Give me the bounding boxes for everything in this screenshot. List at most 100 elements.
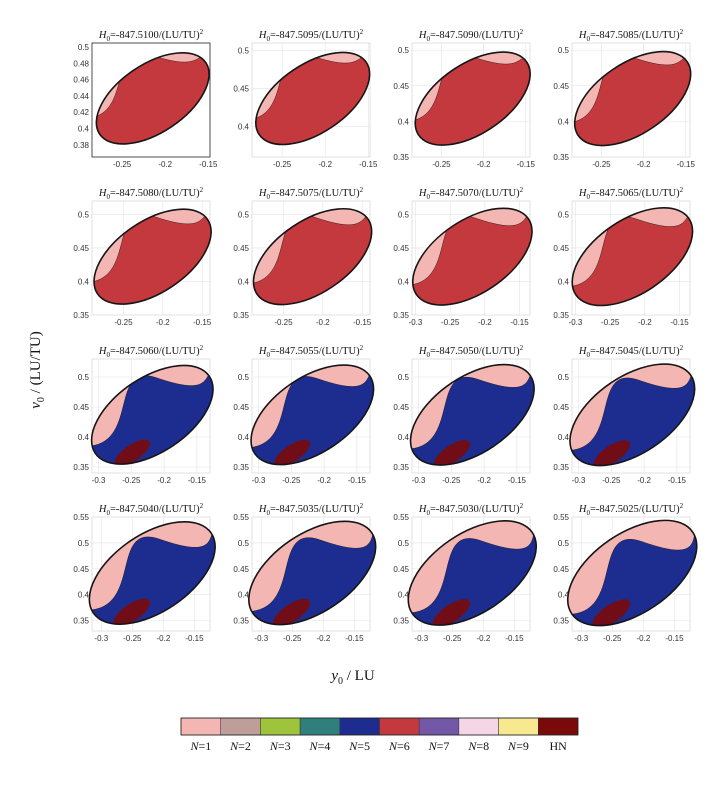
basin-lobe	[116, 280, 151, 307]
forbidden-boundary	[566, 519, 698, 627]
x-tick-label: -0.2	[316, 318, 330, 327]
legend-swatch	[260, 717, 301, 736]
basin-lobe	[432, 599, 471, 628]
x-tick-label: -0.15	[505, 634, 524, 643]
x-tick-label: -0.25	[273, 160, 292, 169]
panel-title: H0=-847.5035/(LU/TU)2	[258, 502, 364, 517]
x-tick-label: -0.15	[188, 476, 207, 485]
panel-8: -0.3 -0.25 -0.2 -0.15 0.35 0.4 0.45 0.5 H0=-847.…	[553, 186, 706, 327]
x-tick-label: -0.2	[157, 476, 171, 485]
y-tick-label: 0.35	[393, 463, 409, 472]
y-tick-label: 0.55	[233, 513, 249, 522]
x-tick-label: -0.25	[443, 634, 462, 643]
y-tick-label: 0.4	[398, 117, 410, 126]
y-tick-label: 0.4	[78, 277, 90, 286]
x-tick-label: -0.3	[94, 634, 108, 643]
x-tick-label: -0.25	[274, 318, 293, 327]
forbidden-boundary	[255, 51, 371, 146]
panel-title: H0=-847.5090/(LU/TU)2	[418, 28, 524, 43]
y-tick-label: 0.35	[393, 153, 409, 162]
x-tick-label: -0.3	[412, 476, 426, 485]
y-tick-label: 0.45	[553, 403, 569, 412]
y-tick-label: 0.45	[233, 85, 249, 94]
y-tick-label: 0.4	[78, 591, 90, 600]
y-tick-label: 0.45	[233, 403, 249, 412]
y-tick-label: 0.4	[78, 433, 90, 442]
y-tick-label: 0.5	[78, 539, 90, 548]
y-tick-label: 0.35	[73, 311, 89, 320]
y-tick-label: 0.4	[558, 433, 570, 442]
x-axis-label: y0 / LU	[329, 668, 375, 687]
y-tick-label: 0.45	[393, 82, 409, 91]
panel-title: H0=-847.5075/(LU/TU)2	[258, 186, 364, 201]
panel-7: -0.3 -0.25 -0.2 -0.15 0.35 0.4 0.45 0.5 H0=-847.…	[393, 186, 549, 327]
y-tick-label: 0.45	[73, 403, 89, 412]
x-tick-label: -0.15	[510, 318, 529, 327]
y-tick-label: 0.35	[233, 617, 249, 626]
panel-2: -0.25 -0.2 -0.15 0.4 0.45 0.5 H0=-847.5095/(LU…	[233, 28, 386, 169]
forbidden-boundary	[252, 207, 373, 306]
y-tick-label: 0.4	[238, 123, 250, 132]
x-tick-label: -0.3	[254, 634, 268, 643]
legend-label: N=5	[348, 739, 370, 753]
x-tick-label: -0.3	[92, 476, 106, 485]
panel-title: H0=-847.5070/(LU/TU)2	[418, 186, 524, 201]
x-axis-unit: / LU	[343, 668, 375, 684]
x-tick-label: -0.25	[123, 634, 142, 643]
x-tick-label: -0.25	[283, 634, 302, 643]
basin-lobe	[114, 439, 151, 467]
x-tick-label: -0.25	[114, 318, 133, 327]
panel-11: -0.3 -0.25 -0.2 -0.15 0.35 0.4 0.45 0.5 H0=-847.…	[393, 344, 552, 486]
panel-title: H0=-847.5050/(LU/TU)2	[418, 344, 524, 359]
basin-lobe	[435, 280, 471, 308]
forbidden-boundary	[571, 207, 694, 307]
y-tick-label: 0.38	[73, 141, 89, 150]
y-tick-label: 0.45	[553, 244, 569, 253]
legend-swatch	[220, 717, 261, 736]
panel-title: H0=-847.5055/(LU/TU)2	[258, 344, 364, 359]
panel-13: -0.3 -0.25 -0.2 -0.15 0.35 0.4 0.45 0.5 0.55 H0=-…	[73, 502, 233, 645]
x-tick-label: -0.15	[670, 318, 689, 327]
basin-lobe	[273, 598, 311, 627]
y-tick-label: 0.5	[398, 539, 410, 548]
y-tick-label: 0.44	[73, 92, 89, 101]
x-tick-label: -0.15	[517, 160, 536, 169]
y-tick-label: 0.5	[558, 539, 570, 548]
x-tick-label: -0.25	[442, 476, 461, 485]
legend-label: N=7	[428, 739, 450, 753]
x-axis-var: y	[329, 668, 338, 684]
y-tick-label: 0.35	[393, 311, 409, 320]
x-tick-label: -0.15	[348, 476, 367, 485]
y-tick-label: 0.35	[393, 617, 409, 626]
legend-frame	[180, 717, 579, 736]
forbidden-boundary	[411, 207, 533, 306]
panel-16: -0.3 -0.25 -0.2 -0.15 0.35 0.4 0.45 0.5 0.55 H0=-…	[553, 502, 706, 647]
legend-swatch	[379, 717, 420, 736]
y-tick-label: 0.45	[233, 244, 249, 253]
legend-swatch	[458, 717, 499, 736]
y-tick-label: 0.4	[78, 125, 90, 134]
x-tick-label: -0.25	[113, 160, 132, 169]
y-tick-label: 0.45	[393, 403, 409, 412]
y-tick-label: 0.5	[78, 373, 90, 382]
x-tick-label: -0.3	[569, 318, 583, 327]
y-tick-label: 0.35	[553, 617, 569, 626]
panel-title: H0=-847.5095/(LU/TU)2	[258, 28, 364, 43]
x-tick-label: -0.15	[359, 160, 378, 169]
forbidden-boundary	[414, 51, 531, 146]
panel-5: -0.25 -0.2 -0.15 0.35 0.4 0.45 0.5 H0=-847.5080…	[73, 186, 228, 327]
y-axis-sub: 0	[36, 397, 47, 402]
basin-lobe	[436, 121, 471, 148]
x-tick-label: -0.2	[317, 634, 331, 643]
y-tick-label: 0.4	[398, 277, 410, 286]
y-tick-label: 0.35	[233, 311, 249, 320]
x-tick-label: -0.3	[572, 476, 586, 485]
x-tick-label: -0.2	[317, 476, 331, 485]
y-tick-label: 0.35	[553, 311, 569, 320]
panels-grid: -0.25 -0.2 -0.15 0.38 0.4 0.42 0.44 0.46 0.48 0.5…	[73, 28, 706, 647]
x-tick-label: -0.25	[602, 476, 621, 485]
y-tick-label: 0.35	[233, 463, 249, 472]
forbidden-boundary	[90, 364, 214, 465]
panel-title: H0=-847.5065/(LU/TU)2	[578, 186, 684, 201]
y-tick-label: 0.55	[73, 513, 89, 522]
